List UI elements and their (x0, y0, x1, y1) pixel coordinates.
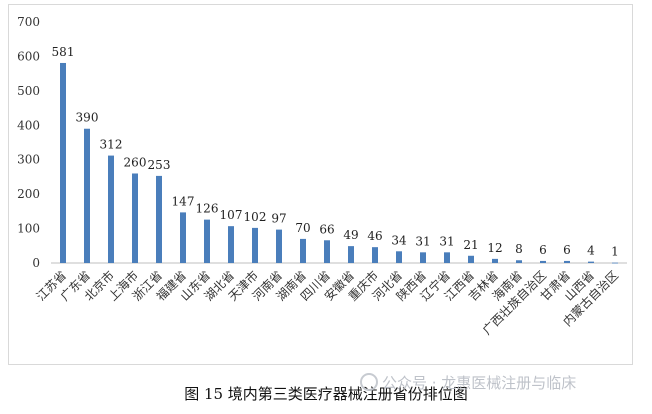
bar (228, 226, 234, 263)
data-label: 126 (196, 202, 219, 216)
data-label: 49 (343, 228, 358, 242)
bar (468, 255, 474, 263)
bar (108, 155, 114, 263)
data-label: 6 (539, 243, 547, 257)
bar (372, 247, 378, 263)
data-label: 6 (563, 243, 571, 257)
data-label: 8 (515, 242, 523, 256)
data-label: 1 (611, 245, 619, 259)
watermark: 公众号 · 龙惠医械注册与临床 (360, 372, 576, 393)
data-label: 107 (220, 208, 243, 222)
bar (156, 175, 162, 263)
data-label: 46 (367, 229, 382, 243)
data-label: 260 (124, 155, 147, 169)
bar (444, 252, 450, 263)
bar (540, 260, 546, 263)
y-tick-label: 500 (17, 84, 40, 98)
bar (132, 173, 138, 263)
bar (276, 229, 282, 263)
data-label: 12 (487, 241, 502, 255)
y-tick-label: 100 (17, 222, 40, 236)
bar (300, 238, 306, 263)
data-label: 4 (587, 244, 595, 258)
data-label: 34 (391, 233, 407, 247)
data-label: 312 (100, 138, 123, 152)
data-label: 31 (439, 234, 454, 248)
data-label: 581 (52, 45, 75, 59)
bar (60, 62, 66, 263)
bar (492, 258, 498, 263)
wechat-icon (360, 373, 378, 391)
y-tick-label: 200 (17, 187, 40, 201)
bar (84, 128, 90, 263)
data-label: 147 (172, 194, 195, 208)
data-label: 21 (463, 238, 478, 252)
chart-frame (8, 4, 633, 365)
bar (516, 260, 522, 263)
data-label: 102 (244, 210, 267, 224)
y-tick-label: 400 (17, 118, 40, 132)
data-label: 66 (319, 222, 334, 236)
y-tick-label: 0 (32, 256, 40, 270)
watermark-text: 公众号 · 龙惠医械注册与临床 (382, 374, 577, 392)
bar (588, 261, 594, 263)
bar (324, 240, 330, 263)
bar (420, 252, 426, 263)
data-label: 70 (295, 221, 310, 235)
data-label: 97 (271, 212, 286, 226)
y-tick-label: 300 (17, 153, 40, 167)
bar (396, 251, 402, 263)
data-label: 31 (415, 234, 430, 248)
data-label: 253 (148, 158, 171, 172)
bar (612, 262, 618, 264)
bar (252, 227, 258, 263)
bar (204, 219, 210, 263)
y-tick-label: 700 (17, 15, 40, 29)
bar (564, 260, 570, 263)
bar (180, 212, 186, 263)
bar (348, 246, 354, 263)
data-label: 390 (76, 111, 99, 125)
figure-caption: 图 15 境内第三类医疗器械注册省份排位图 (184, 385, 468, 403)
y-tick-label: 600 (17, 49, 40, 63)
